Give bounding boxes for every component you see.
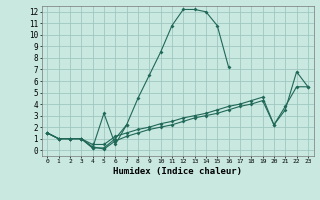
X-axis label: Humidex (Indice chaleur): Humidex (Indice chaleur) [113,167,242,176]
